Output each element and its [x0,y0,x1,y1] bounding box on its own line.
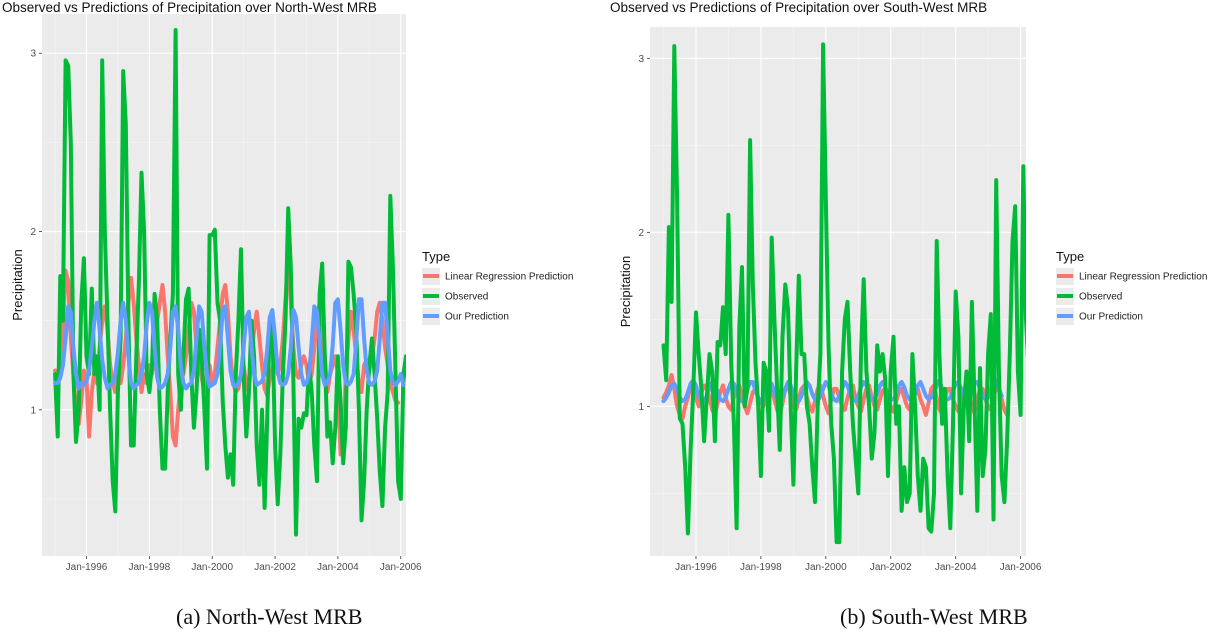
chart-north-west: Observed vs Predictions of Precipitation… [2,0,573,573]
y-axis-label: Precipitation [618,256,633,328]
x-tick-label: Jan-2002 [870,562,912,573]
caption-south-west: (b) South-West MRB [840,604,1028,629]
panel-south-west: Observed vs Predictions of Precipitation… [608,0,1217,640]
series-line-observed [661,42,1026,545]
legend-label: Observed [445,292,488,303]
x-tick-label: Jan-2006 [380,562,422,573]
panel-north-west: Observed vs Predictions of Precipitation… [0,0,608,640]
legend-title: Type [1056,249,1084,264]
chart-title: Observed vs Predictions of Precipitation… [610,0,987,15]
chart-title: Observed vs Predictions of Precipitation… [2,0,377,15]
y-tick-label: 3 [30,49,36,60]
plot-panel [650,27,1026,556]
x-tick-label: Jan-2002 [254,562,296,573]
caption-north-west: (a) North-West MRB [176,604,363,629]
y-tick-label: 1 [638,402,644,413]
y-tick-label: 2 [638,228,644,239]
series-line-our-prediction [53,297,406,391]
y-tick-label: 3 [638,54,644,65]
legend-label: Linear Regression Prediction [1079,272,1207,283]
legend-label: Our Prediction [1079,312,1143,323]
y-tick-label: 2 [30,227,36,238]
x-tick-label: Jan-2004 [935,562,977,573]
chart-south-west: Observed vs Predictions of Precipitation… [610,0,1207,573]
y-axis-label: Precipitation [10,249,25,321]
legend-title: Type [422,249,450,264]
x-tick-label: Jan-2006 [1000,562,1042,573]
x-tick-label: Jan-1998 [129,562,171,573]
legend-label: Our Prediction [445,312,509,323]
x-tick-label: Jan-1996 [66,562,108,573]
y-tick-label: 1 [30,405,36,416]
legend-label: Observed [1079,292,1122,303]
x-tick-label: Jan-1996 [675,562,717,573]
series-line-linear-regression-prediction [661,373,1010,421]
x-tick-label: Jan-2000 [191,562,233,573]
legend: Type Linear Regression Prediction Observed… [422,249,573,325]
x-tick-label: Jan-2004 [317,562,359,573]
x-tick-label: Jan-1998 [740,562,782,573]
legend-label: Linear Regression Prediction [445,272,573,283]
x-tick-label: Jan-2000 [805,562,847,573]
legend: Type Linear Regression Prediction Observed… [1056,249,1207,325]
